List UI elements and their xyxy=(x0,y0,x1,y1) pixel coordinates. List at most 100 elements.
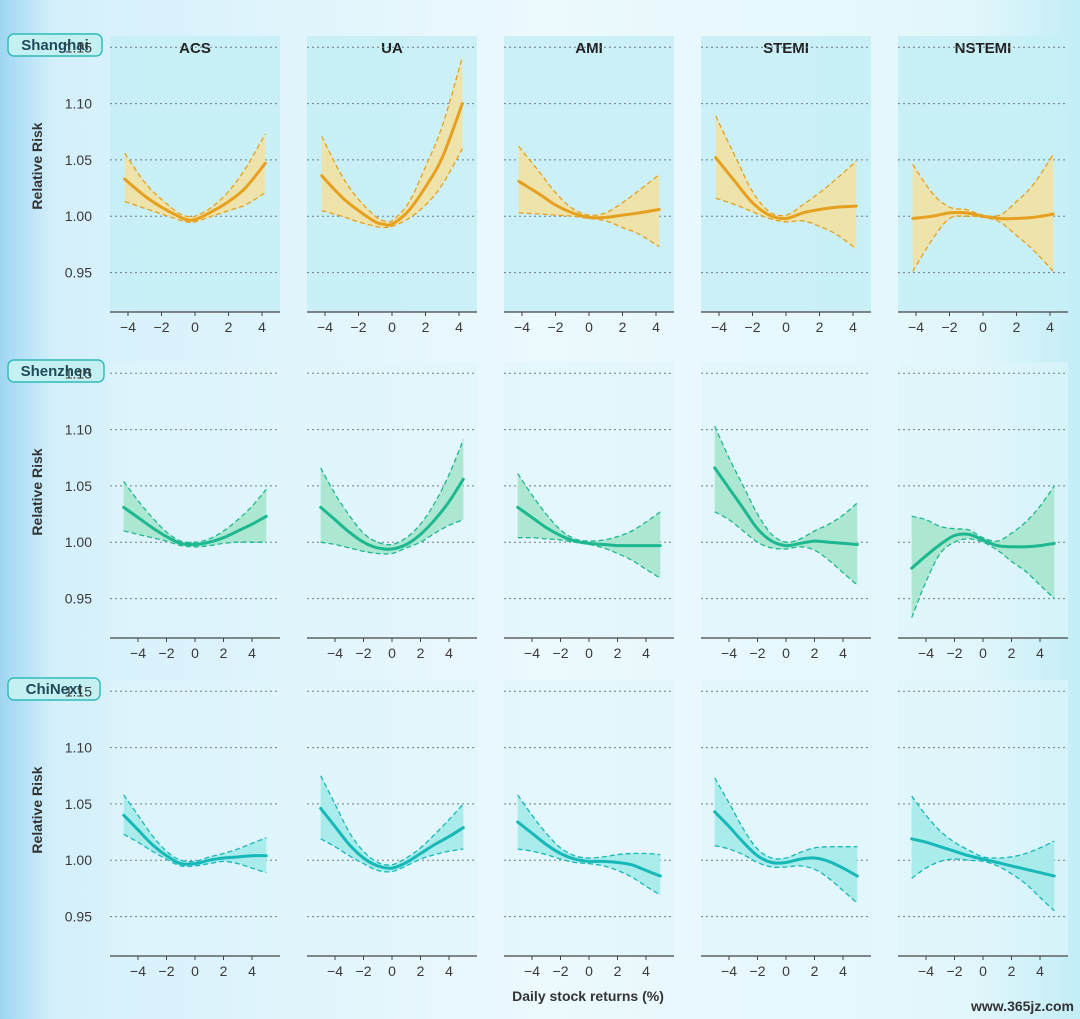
x-tick-label: 4 xyxy=(839,963,847,979)
rr-line-chinext-ua xyxy=(319,806,465,870)
ci-upper-chinext-ami xyxy=(517,794,661,859)
x-tick-label: 0 xyxy=(585,645,593,661)
x-tick-label: 0 xyxy=(388,319,396,335)
panel-chinext-stemi: −4 −2 0 2 4 xyxy=(701,680,871,979)
x-tick-label: 0 xyxy=(782,645,790,661)
ci-lower-shenzhen-ua xyxy=(320,519,464,555)
x-tick-label: 2 xyxy=(614,963,622,979)
x-tick-label: −4 xyxy=(514,319,530,335)
x-tick-label: −2 xyxy=(553,645,569,661)
y-axis-label-shanghai: Relative Risk xyxy=(29,122,45,209)
ci-lower-shanghai-ami xyxy=(518,212,660,248)
row-label-chinext-box xyxy=(7,677,101,701)
x-tick-label: −4 xyxy=(711,319,727,335)
x-tick-label: −4 xyxy=(918,645,934,661)
x-tick-label: −4 xyxy=(918,963,934,979)
column-title-stemi: STEMI xyxy=(763,40,809,57)
rr-line-chinext-acs xyxy=(122,813,268,866)
x-tick-label: 0 xyxy=(388,963,396,979)
row-label-shanghai-box xyxy=(7,33,103,57)
rr-line-shanghai-ua xyxy=(320,102,464,227)
x-tick-label: 2 xyxy=(1013,319,1021,335)
ci-band-shenzhen-ami xyxy=(517,473,661,579)
x-tick-label: 2 xyxy=(811,963,819,979)
x-tick-label: 2 xyxy=(1008,645,1016,661)
panels-layer: Shanghai Relative Risk 0.95 1.00 1.05 1.10 1.1… xyxy=(7,33,1068,979)
x-tick-label: 4 xyxy=(652,319,660,335)
panel-bg xyxy=(898,362,1068,638)
y-tick-shanghai-1.00: 1.00 xyxy=(65,208,92,224)
x-tick-label: −2 xyxy=(750,963,766,979)
x-tick-label: 2 xyxy=(417,963,425,979)
x-tick-label: −2 xyxy=(745,319,761,335)
ci-lower-chinext-nstemi xyxy=(911,858,1055,912)
ci-band-shanghai-nstemi xyxy=(912,154,1054,272)
x-tick-label: −4 xyxy=(524,963,540,979)
y-tick-chinext-1.15: 1.15 xyxy=(65,683,92,699)
row-label-shanghai: Shanghai xyxy=(21,37,89,54)
ci-lower-chinext-ami xyxy=(517,848,661,896)
x-tick-label: −4 xyxy=(721,963,737,979)
rr-line-shanghai-nstemi xyxy=(911,210,1055,221)
ci-upper-shenzhen-nstemi xyxy=(911,485,1055,542)
ci-upper-shenzhen-ua xyxy=(320,439,464,546)
y-axis-label-shenzhen: Relative Risk xyxy=(29,448,45,535)
y-tick-shanghai-1.10: 1.10 xyxy=(65,96,92,112)
rr-line-shenzhen-nstemi xyxy=(910,532,1056,570)
ci-lower-shanghai-stemi xyxy=(715,197,857,250)
ci-lower-chinext-stemi xyxy=(714,844,858,904)
x-tick-label: −2 xyxy=(553,963,569,979)
x-tick-label: −4 xyxy=(908,319,924,335)
x-tick-label: 0 xyxy=(782,319,790,335)
y-tick-chinext-1.00: 1.00 xyxy=(65,852,92,868)
x-tick-label: −4 xyxy=(130,963,146,979)
ci-lower-shenzhen-stemi xyxy=(714,511,858,586)
panel-shenzhen-ua: −4 −2 0 2 4 xyxy=(307,362,477,661)
ci-band-shanghai-ami xyxy=(518,146,660,247)
x-tick-label: 2 xyxy=(422,319,430,335)
x-tick-label: −4 xyxy=(327,963,343,979)
y-tick-chinext-1.10: 1.10 xyxy=(65,740,92,756)
x-tick-label: −4 xyxy=(524,645,540,661)
x-tick-label: 0 xyxy=(191,963,199,979)
ci-band-shenzhen-acs xyxy=(123,481,267,547)
panel-shanghai-ami: AMI −4 −2 0 2 4 xyxy=(504,36,674,335)
panel-shenzhen-ami: −4 −2 0 2 4 xyxy=(504,362,674,661)
panel-shenzhen-stemi: −4 −2 0 2 4 xyxy=(701,362,871,661)
ci-upper-shanghai-stemi xyxy=(715,115,857,217)
x-tick-label: −4 xyxy=(721,645,737,661)
x-tick-label: 4 xyxy=(1046,319,1054,335)
rr-line-chinext-nstemi xyxy=(910,837,1056,878)
x-tick-label: −2 xyxy=(942,319,958,335)
y-tick-shenzhen-1.15: 1.15 xyxy=(65,365,92,381)
x-axis-label: Daily stock returns (%) xyxy=(512,988,664,1004)
panel-chinext-ami: −4 −2 0 2 4 xyxy=(504,680,674,979)
ci-band-shenzhen-stemi xyxy=(714,426,858,586)
x-tick-label: 2 xyxy=(619,319,627,335)
y-tick-shanghai-0.95: 0.95 xyxy=(65,265,92,281)
column-title-nstemi: NSTEMI xyxy=(955,40,1012,57)
ci-lower-shanghai-ua xyxy=(321,148,463,229)
ci-upper-shenzhen-ami xyxy=(517,473,661,542)
y-axis-label-chinext: Relative Risk xyxy=(29,766,45,853)
rr-line-chinext-stemi xyxy=(713,810,859,878)
rr-line-shenzhen-acs xyxy=(122,505,268,547)
row-label-chinext: ChiNext xyxy=(26,681,83,698)
ci-upper-shanghai-acs xyxy=(124,133,266,218)
x-tick-label: 4 xyxy=(1036,963,1044,979)
y-tick-shanghai-1.15: 1.15 xyxy=(65,39,92,55)
ci-lower-shenzhen-acs xyxy=(123,530,267,548)
x-tick-label: −4 xyxy=(120,319,136,335)
x-tick-label: −2 xyxy=(154,319,170,335)
ci-lower-chinext-acs xyxy=(123,833,267,874)
x-tick-label: 0 xyxy=(979,319,987,335)
y-tick-chinext-0.95: 0.95 xyxy=(65,909,92,925)
x-tick-label: 4 xyxy=(248,645,256,661)
x-tick-label: −2 xyxy=(356,645,372,661)
ci-lower-chinext-ua xyxy=(320,838,464,873)
ci-band-shanghai-stemi xyxy=(715,116,857,249)
ci-band-chinext-ami xyxy=(517,794,661,896)
y-tick-shenzhen-1.05: 1.05 xyxy=(65,478,92,494)
x-tick-label: 2 xyxy=(220,645,228,661)
x-tick-label: −4 xyxy=(317,319,333,335)
